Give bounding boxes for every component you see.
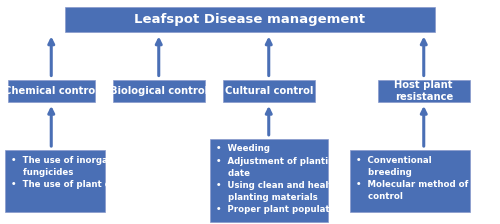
Text: •  Conventional
    breeding
•  Molecular method of
    control: • Conventional breeding • Molecular meth…	[356, 156, 469, 201]
Text: Host plant
resistance: Host plant resistance	[394, 80, 453, 101]
FancyBboxPatch shape	[112, 80, 205, 102]
Text: Biological control: Biological control	[110, 86, 208, 96]
Text: •  Weeding
•  Adjustment of planting
    date
•  Using clean and healthy
    pla: • Weeding • Adjustment of planting date …	[216, 144, 345, 214]
FancyBboxPatch shape	[378, 80, 470, 102]
Text: Leafspot Disease management: Leafspot Disease management	[134, 13, 366, 26]
FancyBboxPatch shape	[65, 7, 435, 32]
FancyBboxPatch shape	[222, 80, 315, 102]
FancyBboxPatch shape	[210, 139, 328, 222]
FancyBboxPatch shape	[350, 150, 470, 212]
Text: Chemical control: Chemical control	[4, 86, 98, 96]
FancyBboxPatch shape	[5, 150, 105, 212]
Text: •  The use of inorganic
    fungicides
•  The use of plant extract: • The use of inorganic fungicides • The …	[11, 156, 140, 189]
Text: Cultural control: Cultural control	[224, 86, 313, 96]
FancyBboxPatch shape	[8, 80, 95, 102]
